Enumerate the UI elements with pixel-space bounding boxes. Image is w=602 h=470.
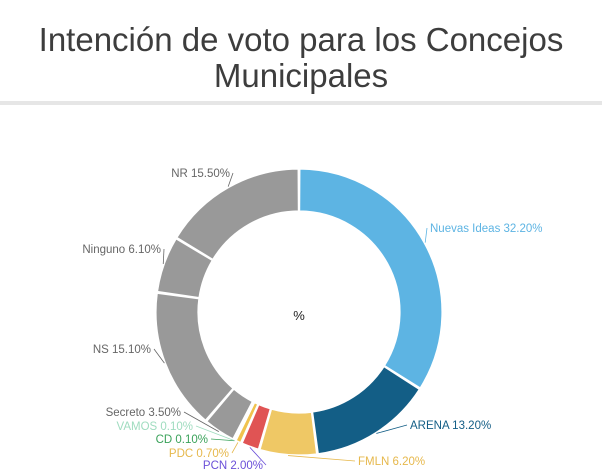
leader-lines-group — [153, 172, 428, 466]
leader-line-fmln — [287, 455, 356, 462]
leader-line-pdc — [231, 442, 239, 454]
leader-line-pcn — [249, 447, 267, 466]
labels-group: Nuevas Ideas 32.20% ARENA 13.20% FMLN 6.20… — [82, 168, 542, 470]
center-label: % — [293, 308, 305, 323]
leader-line-nr — [227, 172, 234, 187]
slice-nr[interactable] — [176, 168, 299, 261]
label-pcn: PCN 2.00% — [203, 460, 263, 470]
label-arena: ARENA 13.20% — [410, 420, 491, 432]
slice-ns[interactable] — [155, 292, 234, 422]
label-vamos: VAMOS 0.10% — [117, 421, 194, 433]
label-fmln: FMLN 6.20% — [358, 456, 425, 468]
slice-arena[interactable] — [311, 365, 421, 455]
leader-line-nuevas-ideas — [424, 227, 428, 243]
leader-line-vamos — [195, 425, 234, 441]
label-ns: NS 15.10% — [93, 344, 151, 356]
label-nr: NR 15.50% — [171, 168, 230, 180]
label-ninguno: Ninguno 6.10% — [82, 244, 161, 256]
slice-fmln[interactable] — [259, 408, 318, 456]
leader-line-arena — [376, 424, 408, 434]
title-divider — [0, 101, 602, 105]
leader-line-cd — [210, 438, 235, 442]
slice-vamos[interactable] — [232, 401, 255, 441]
slices-group — [155, 168, 443, 456]
slice-ninguno[interactable] — [156, 238, 214, 299]
slice-secreto[interactable] — [205, 388, 254, 440]
label-cd: CD 0.10% — [156, 434, 208, 446]
leader-line-ninguno — [162, 248, 165, 264]
leader-line-ns — [153, 348, 165, 364]
slice-pdc[interactable] — [235, 401, 259, 444]
label-pdc: PDC 0.70% — [169, 448, 229, 460]
chart-title: Intención de voto para los Concejos Muni… — [38, 21, 564, 94]
slice-nuevas-ideas[interactable] — [299, 168, 443, 389]
label-secreto: Secreto 3.50% — [106, 407, 181, 419]
label-nuevas-ideas: Nuevas Ideas 32.20% — [430, 223, 543, 235]
slice-pcn[interactable] — [241, 403, 272, 450]
leader-line-secreto — [183, 411, 220, 432]
